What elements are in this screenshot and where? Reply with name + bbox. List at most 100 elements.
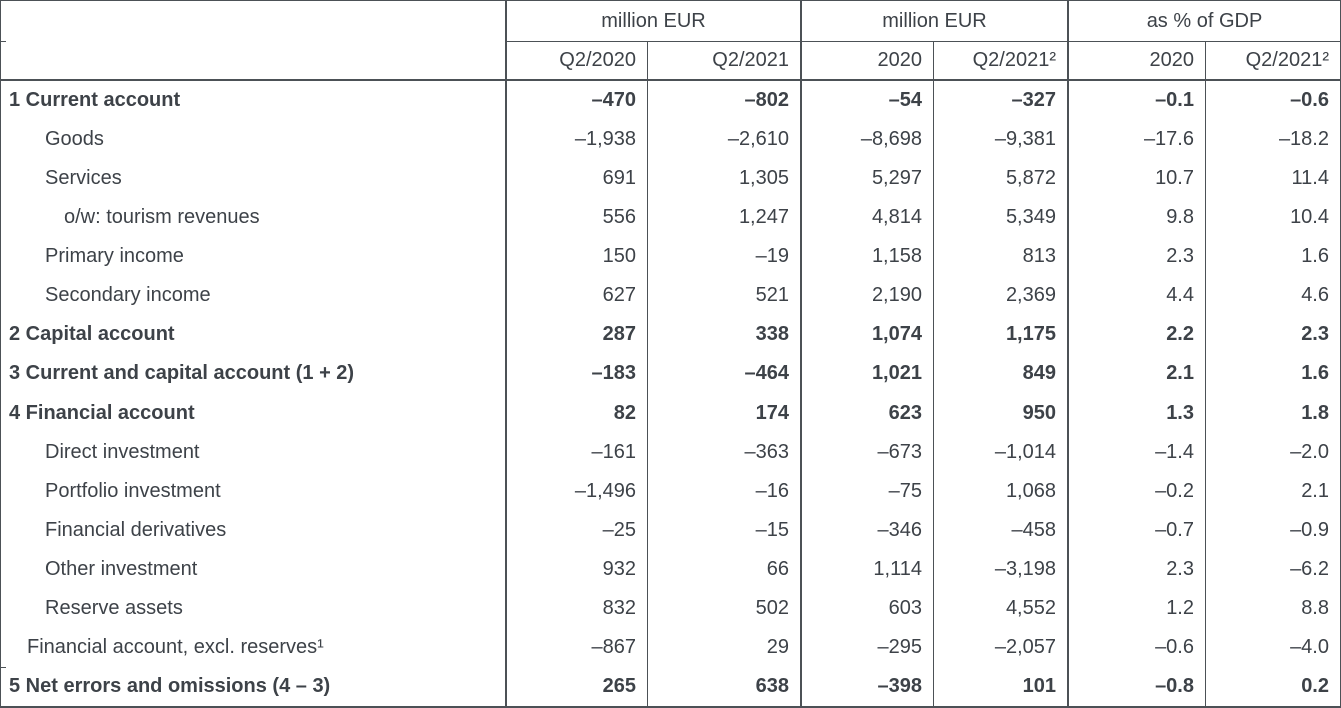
cell-value: –2,610 (647, 120, 800, 160)
cell-value: –8,698 (800, 120, 933, 160)
table-row: Direct investment –161 –363 –673 –1,014 … (1, 432, 1340, 472)
cell-value: 1.2 (1067, 588, 1205, 628)
cell-value: 82 (505, 393, 647, 433)
cell-value: –1,014 (933, 432, 1067, 472)
cell-value: 2,369 (933, 276, 1067, 316)
cell-value: –802 (647, 81, 800, 121)
cell-value: 10.7 (1067, 159, 1205, 199)
cell-value: 174 (647, 393, 800, 433)
table-row: 5 Net errors and omissions (4 – 3) 265 6… (1, 666, 1340, 706)
cell-value: 29 (647, 627, 800, 667)
column-header: 2020 (1067, 42, 1205, 79)
cell-value: –673 (800, 432, 933, 472)
cell-value: 4,814 (800, 198, 933, 238)
cell-value: –17.6 (1067, 120, 1205, 160)
cell-value: 813 (933, 237, 1067, 277)
cell-value: –1.4 (1067, 432, 1205, 472)
cell-value: –2.0 (1205, 432, 1340, 472)
cell-value: –1,496 (505, 471, 647, 511)
cell-value: 265 (505, 666, 647, 706)
cell-value: 502 (647, 588, 800, 628)
cell-value: 66 (647, 549, 800, 589)
cell-value: 1,305 (647, 159, 800, 199)
row-label: 1 Current account (9, 89, 181, 112)
cell-value: 932 (505, 549, 647, 589)
cell-value: –0.8 (1067, 666, 1205, 706)
column-header: Q2/2021² (933, 42, 1067, 79)
row-label: Primary income (45, 245, 184, 268)
cell-value: 556 (505, 198, 647, 238)
cell-value: 11.4 (1205, 159, 1340, 199)
column-header: Q2/2021 (647, 42, 800, 79)
cell-value: 0.2 (1205, 666, 1340, 706)
table-row: o/w: tourism revenues 556 1,247 4,814 5,… (1, 198, 1340, 238)
row-label: Other investment (45, 557, 198, 580)
row-label: o/w: tourism revenues (64, 206, 260, 229)
cell-value: –54 (800, 81, 933, 121)
cell-value: 832 (505, 588, 647, 628)
cell-value: 4.4 (1067, 276, 1205, 316)
cell-value: 1,068 (933, 471, 1067, 511)
cell-value: –18.2 (1205, 120, 1340, 160)
cell-value: 5,872 (933, 159, 1067, 199)
cell-value: 4.6 (1205, 276, 1340, 316)
column-group-header: as % of GDP (1067, 1, 1340, 42)
cell-value: –0.6 (1067, 627, 1205, 667)
column-group-header: million EUR (505, 1, 800, 42)
cell-value: 2.3 (1067, 237, 1205, 277)
column-header: Q2/2021² (1205, 42, 1340, 79)
corner-cell (1, 42, 505, 79)
cell-value: 1,247 (647, 198, 800, 238)
cell-value: –0.6 (1205, 81, 1340, 121)
cell-value: –327 (933, 81, 1067, 121)
cell-value: –3,198 (933, 549, 1067, 589)
cell-value: 627 (505, 276, 647, 316)
table-row: 1 Current account –470 –802 –54 –327 –0.… (1, 81, 1340, 121)
header-body-divider (1, 79, 1340, 81)
cell-value: 691 (505, 159, 647, 199)
row-label: Secondary income (45, 284, 211, 307)
cell-value: 521 (647, 276, 800, 316)
table-row: Secondary income 627 521 2,190 2,369 4.4… (1, 276, 1340, 316)
row-label: Reserve assets (45, 596, 183, 619)
table-row: Financial derivatives –25 –15 –346 –458 … (1, 510, 1340, 550)
cell-value: –458 (933, 510, 1067, 550)
cell-value: 1,114 (800, 549, 933, 589)
header-period-row: Q2/2020 Q2/2021 2020 Q2/2021² 2020 Q2/20… (1, 42, 1340, 79)
row-label: 3 Current and capital account (1 + 2) (9, 362, 355, 385)
cell-value: 5,349 (933, 198, 1067, 238)
cell-value: 1,158 (800, 237, 933, 277)
header-group-row: million EUR million EUR as % of GDP (1, 1, 1340, 42)
cell-value: 2.1 (1205, 471, 1340, 511)
cell-value: 638 (647, 666, 800, 706)
cell-value: –464 (647, 354, 800, 394)
cell-value: –16 (647, 471, 800, 511)
cell-value: 338 (647, 315, 800, 355)
table-row: Services 691 1,305 5,297 5,872 10.7 11.4 (1, 159, 1340, 199)
table-body: 1 Current account –470 –802 –54 –327 –0.… (1, 81, 1340, 706)
cell-value: 849 (933, 354, 1067, 394)
cell-value: 1,175 (933, 315, 1067, 355)
cell-value: 2,190 (800, 276, 933, 316)
cell-value: –4.0 (1205, 627, 1340, 667)
cell-value: –9,381 (933, 120, 1067, 160)
row-label: Goods (45, 128, 104, 151)
cell-value: 2.2 (1067, 315, 1205, 355)
cell-value: 1,021 (800, 354, 933, 394)
cell-value: –398 (800, 666, 933, 706)
cell-value: 5,297 (800, 159, 933, 199)
cell-value: –1,938 (505, 120, 647, 160)
cell-value: –0.2 (1067, 471, 1205, 511)
cell-value: 1.6 (1205, 354, 1340, 394)
table-row: Reserve assets 832 502 603 4,552 1.2 8.8 (1, 588, 1340, 628)
table-row: 4 Financial account 82 174 623 950 1.3 1… (1, 393, 1340, 433)
cell-value: –295 (800, 627, 933, 667)
cell-value: –6.2 (1205, 549, 1340, 589)
cell-value: –470 (505, 81, 647, 121)
table-row: Primary income 150 –19 1,158 813 2.3 1.6 (1, 237, 1340, 277)
cell-value: 1.3 (1067, 393, 1205, 433)
cell-value: –363 (647, 432, 800, 472)
cell-value: –15 (647, 510, 800, 550)
cell-value: –867 (505, 627, 647, 667)
